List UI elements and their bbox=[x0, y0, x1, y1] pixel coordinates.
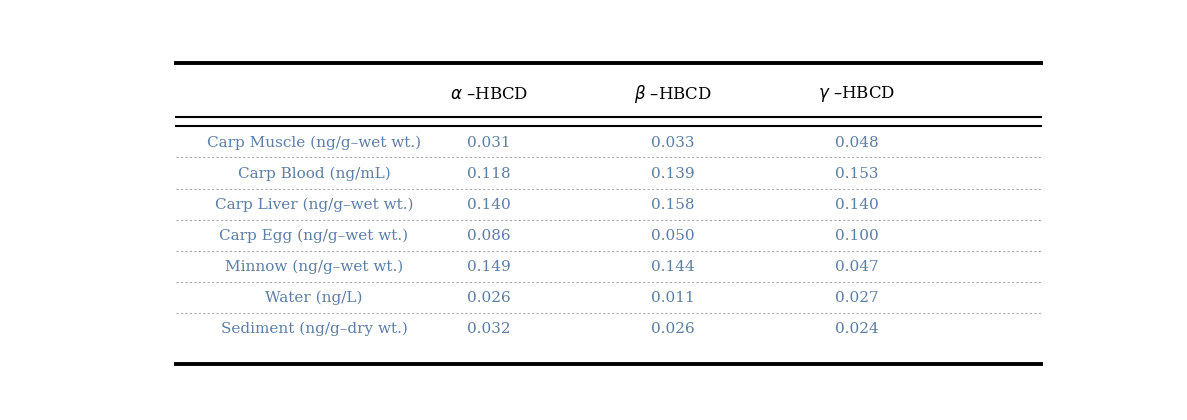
Text: 0.140: 0.140 bbox=[834, 198, 878, 212]
Text: $\it{\gamma}$ –HBCD: $\it{\gamma}$ –HBCD bbox=[818, 84, 895, 104]
Text: Minnow (ng/g–wet wt.): Minnow (ng/g–wet wt.) bbox=[224, 260, 404, 274]
Text: 0.050: 0.050 bbox=[650, 229, 694, 243]
Text: 0.032: 0.032 bbox=[466, 322, 510, 336]
Text: 0.086: 0.086 bbox=[466, 229, 510, 243]
Text: 0.149: 0.149 bbox=[466, 260, 510, 274]
Text: 0.033: 0.033 bbox=[650, 136, 694, 150]
Text: 0.158: 0.158 bbox=[650, 198, 694, 212]
Text: $\it{\alpha}$ –HBCD: $\it{\alpha}$ –HBCD bbox=[450, 86, 528, 102]
Text: Carp Blood (ng/mL): Carp Blood (ng/mL) bbox=[237, 166, 391, 181]
Text: 0.118: 0.118 bbox=[466, 167, 510, 181]
Text: 0.153: 0.153 bbox=[834, 167, 878, 181]
Text: 0.100: 0.100 bbox=[834, 229, 878, 243]
Text: 0.048: 0.048 bbox=[834, 136, 878, 150]
Text: Carp Muscle (ng/g–wet wt.): Carp Muscle (ng/g–wet wt.) bbox=[207, 135, 421, 150]
Text: $\it{\beta}$ –HBCD: $\it{\beta}$ –HBCD bbox=[634, 83, 712, 105]
Text: 0.139: 0.139 bbox=[650, 167, 694, 181]
Text: Sediment (ng/g–dry wt.): Sediment (ng/g–dry wt.) bbox=[221, 322, 407, 336]
Text: 0.140: 0.140 bbox=[466, 198, 510, 212]
Text: Carp Egg (ng/g–wet wt.): Carp Egg (ng/g–wet wt.) bbox=[220, 228, 408, 243]
Text: 0.011: 0.011 bbox=[650, 291, 694, 305]
Text: 0.024: 0.024 bbox=[834, 322, 878, 336]
Text: Water (ng/L): Water (ng/L) bbox=[265, 291, 363, 305]
Text: 0.027: 0.027 bbox=[834, 291, 878, 305]
Text: 0.144: 0.144 bbox=[650, 260, 694, 274]
Text: Carp Liver (ng/g–wet wt.): Carp Liver (ng/g–wet wt.) bbox=[215, 197, 413, 212]
Text: 0.047: 0.047 bbox=[834, 260, 878, 274]
Text: 0.026: 0.026 bbox=[650, 322, 694, 336]
Text: 0.026: 0.026 bbox=[466, 291, 510, 305]
Text: 0.031: 0.031 bbox=[466, 136, 510, 150]
